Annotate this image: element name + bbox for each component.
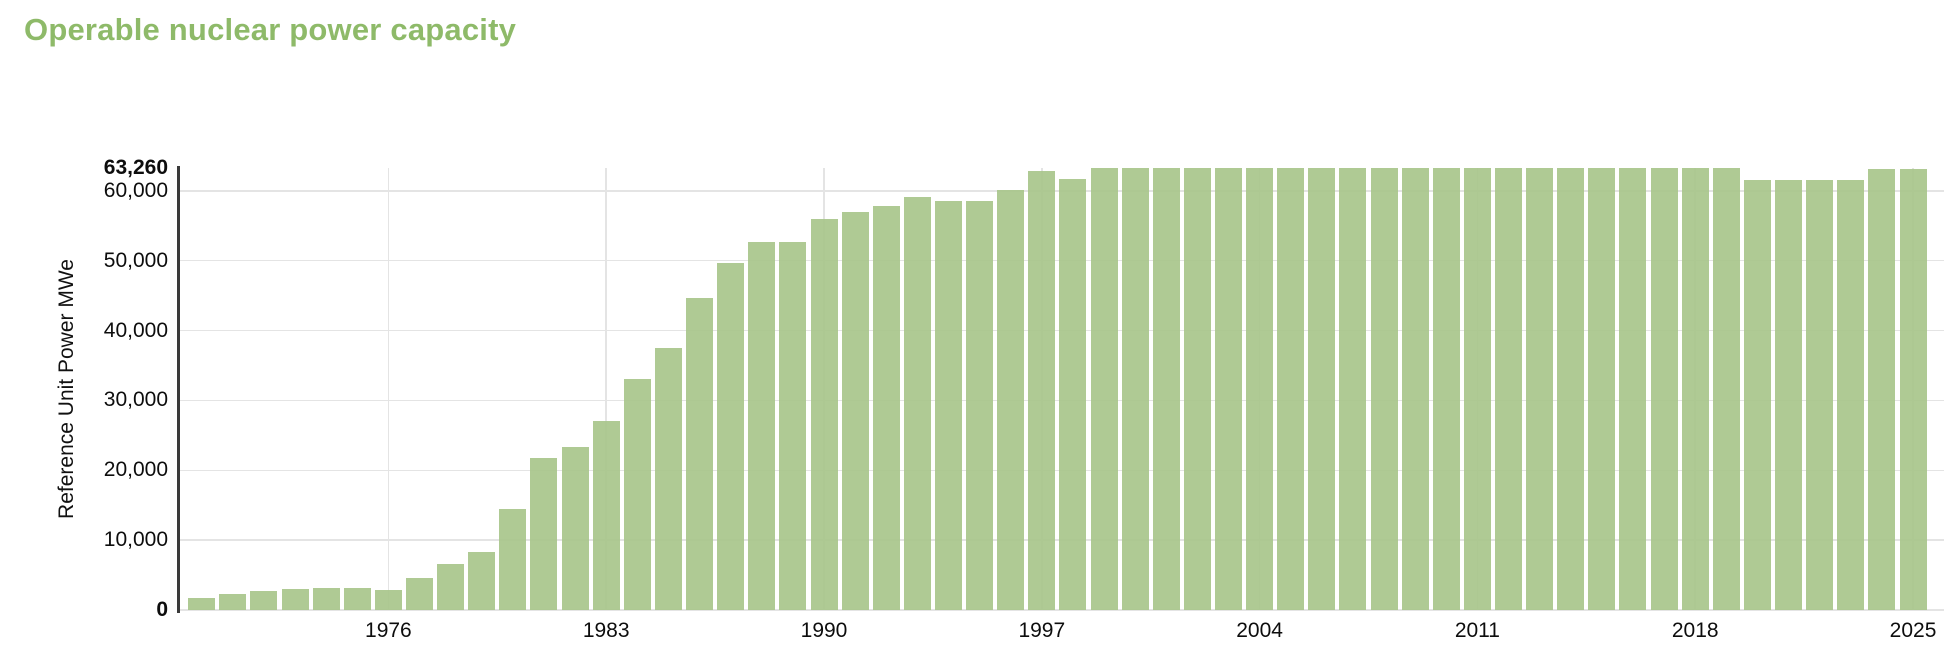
bar-2025[interactable] — [1899, 168, 1927, 610]
bar-1987[interactable] — [717, 263, 745, 610]
bar-2015[interactable] — [1588, 168, 1616, 610]
plot-area — [180, 168, 1944, 611]
bar-2014[interactable] — [1557, 168, 1585, 610]
grid-line-vertical — [387, 168, 390, 610]
bar-2006[interactable] — [1308, 168, 1336, 610]
bar-2009[interactable] — [1401, 168, 1429, 610]
bar-1994[interactable] — [934, 200, 962, 610]
bar-2001[interactable] — [1152, 168, 1180, 610]
x-tick-label: 1983 — [582, 619, 630, 642]
bar-2007[interactable] — [1339, 168, 1367, 610]
bar-2022[interactable] — [1806, 180, 1834, 610]
bar-2018[interactable] — [1681, 168, 1709, 610]
bar-1977[interactable] — [406, 577, 433, 610]
bar-1997[interactable] — [1028, 170, 1056, 610]
bar-2005[interactable] — [1277, 168, 1305, 610]
bar-1996[interactable] — [997, 190, 1025, 610]
bar-1978[interactable] — [437, 564, 465, 610]
bar-1979[interactable] — [468, 552, 496, 610]
bar-2002[interactable] — [1183, 168, 1211, 610]
bar-1986[interactable] — [686, 297, 714, 610]
bar-1998[interactable] — [1059, 178, 1087, 610]
bar-2024[interactable] — [1868, 168, 1896, 610]
bar-1971[interactable] — [219, 594, 247, 610]
bar-1981[interactable] — [530, 458, 558, 610]
bar-1970[interactable] — [188, 597, 216, 610]
y-tick-label: 63,260 — [103, 156, 168, 179]
bar-1999[interactable] — [1090, 168, 1118, 610]
y-tick-label: 60,000 — [103, 178, 168, 202]
x-tick-label: 2018 — [1671, 619, 1719, 642]
bar-1993[interactable] — [903, 197, 931, 610]
bar-1992[interactable] — [872, 206, 900, 610]
y-tick-label: 40,000 — [103, 318, 168, 342]
bar-2016[interactable] — [1619, 168, 1647, 610]
bar-2003[interactable] — [1214, 168, 1242, 610]
bar-2004[interactable] — [1246, 168, 1274, 610]
bar-2020[interactable] — [1743, 180, 1771, 610]
bar-2008[interactable] — [1370, 168, 1398, 610]
x-tick-label: 1990 — [800, 619, 848, 642]
bar-1989[interactable] — [779, 242, 807, 610]
x-tick-label: 1976 — [365, 619, 412, 642]
chart-title: Operable nuclear power capacity — [24, 12, 517, 47]
bar-1988[interactable] — [748, 242, 776, 610]
bar-1975[interactable] — [343, 588, 371, 610]
bar-2021[interactable] — [1775, 180, 1803, 610]
bar-1990[interactable] — [810, 219, 838, 610]
bar-2000[interactable] — [1121, 168, 1149, 610]
x-tick-label: 2025 — [1889, 619, 1937, 642]
y-tick-label: 10,000 — [103, 528, 168, 552]
x-tick-label: 2011 — [1454, 619, 1500, 642]
bar-1985[interactable] — [654, 348, 682, 610]
bar-2013[interactable] — [1526, 168, 1554, 610]
bar-1972[interactable] — [250, 591, 278, 610]
bar-2023[interactable] — [1837, 180, 1865, 610]
x-tick-label: 1997 — [1018, 619, 1066, 642]
bar-2010[interactable] — [1432, 168, 1460, 610]
bar-1991[interactable] — [841, 212, 869, 610]
x-tick-label: 2004 — [1236, 619, 1283, 642]
bar-1973[interactable] — [281, 589, 309, 610]
bar-2019[interactable] — [1712, 168, 1740, 610]
bar-2011[interactable] — [1463, 168, 1491, 610]
bar-1984[interactable] — [623, 379, 651, 610]
bar-1983[interactable] — [592, 421, 620, 610]
y-tick-label: 50,000 — [103, 248, 168, 272]
bar-1974[interactable] — [312, 588, 340, 610]
y-tick-label: 20,000 — [103, 458, 168, 482]
bar-1995[interactable] — [966, 201, 994, 610]
grid-line-horizontal — [180, 609, 1944, 611]
y-tick-label: 0 — [156, 598, 168, 621]
bar-1982[interactable] — [561, 447, 589, 610]
bar-2017[interactable] — [1650, 168, 1678, 610]
y-axis-line — [177, 166, 180, 613]
bar-2012[interactable] — [1495, 168, 1523, 610]
y-tick-label: 30,000 — [103, 388, 168, 412]
bar-1980[interactable] — [499, 509, 527, 610]
bar-1976[interactable] — [374, 589, 402, 610]
grid-line-vertical — [605, 168, 607, 610]
